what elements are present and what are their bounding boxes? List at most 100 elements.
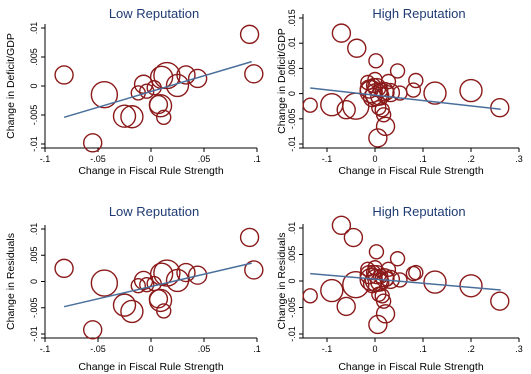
data-point-bubble	[342, 271, 370, 299]
y-tick-label: 0	[287, 278, 297, 283]
data-point-bubble	[423, 81, 447, 105]
x-tick-label: .1	[419, 154, 427, 164]
data-point-bubble	[405, 82, 422, 98]
data-point-bubble	[375, 304, 396, 324]
fitted-line	[310, 87, 501, 110]
data-point-bubble	[380, 73, 397, 90]
data-point-bubble	[370, 272, 390, 292]
x-tick-label: 0	[372, 154, 377, 164]
data-point-bubble	[392, 272, 408, 288]
data-point-bubble	[368, 244, 385, 260]
data-point-bubble	[139, 276, 155, 293]
x-tick-label: .3	[515, 154, 523, 164]
data-point-bubble	[130, 278, 146, 294]
x-tick-label: .1	[253, 344, 261, 354]
x-axis-label: Change in Fiscal Rule Strength	[338, 165, 483, 177]
data-point-bubble	[302, 288, 318, 304]
y-tick-label: .01	[29, 223, 39, 236]
fitted-line	[63, 60, 252, 119]
data-point-bubble	[389, 251, 406, 267]
data-point-bubble	[120, 105, 144, 129]
x-tick-label: .3	[515, 344, 523, 354]
data-point-bubble	[343, 227, 364, 248]
data-point-bubble	[54, 258, 74, 279]
x-axis-label: Change in Fiscal Rule Strength	[78, 361, 223, 373]
panel-low-reputation-residuals: Low Reputation Change in Fiscal Rule Str…	[5, 204, 264, 373]
y-tick-label: -.01	[29, 136, 39, 152]
data-point-bubble	[239, 227, 260, 248]
panel-high-reputation-residuals: High Reputation Change in Fiscal Rule St…	[276, 204, 523, 373]
data-point-bubble	[459, 78, 483, 103]
data-point-bubble	[380, 261, 397, 278]
y-tick-label: -.005	[29, 105, 39, 126]
y-tick-label: .005	[287, 60, 297, 78]
panel-title: High Reputation	[372, 204, 465, 219]
data-point-bubble	[331, 215, 352, 236]
data-point-bubble	[336, 296, 356, 317]
data-point-bubble	[302, 97, 318, 113]
y-axis-label: Change in Residuals	[5, 233, 17, 330]
data-point-bubble	[90, 269, 119, 297]
x-tick-label: .05	[198, 154, 211, 164]
y-axis-label: Change in Deficit/GDP	[5, 33, 17, 139]
data-point-bubble	[408, 72, 424, 89]
x-tick-label: .2	[467, 154, 475, 164]
data-point-bubble	[408, 264, 424, 281]
data-point-bubble	[90, 80, 119, 109]
y-tick-label: .01	[287, 222, 297, 235]
data-point-bubble	[336, 100, 356, 120]
y-tick-label: .015	[287, 9, 297, 27]
y-axis-label: Change in Deficit/GDP	[276, 28, 288, 134]
x-tick-label: .1	[419, 344, 427, 354]
x-tick-label: .05	[198, 344, 211, 354]
panel-title: Low Reputation	[109, 6, 199, 21]
x-axis-label: Change in Fiscal Rule Strength	[338, 361, 483, 373]
data-point-bubble	[148, 94, 173, 118]
data-point-bubble	[375, 107, 392, 123]
fitted-line	[310, 272, 501, 291]
data-point-bubble	[156, 109, 172, 126]
data-point-bubble	[112, 104, 137, 128]
data-point-bubble	[490, 291, 510, 311]
data-point-bubble	[375, 116, 396, 137]
y-axis-label: Change in Residuals	[276, 233, 288, 330]
y-tick-label: 0	[29, 279, 39, 284]
data-point-bubble	[368, 53, 384, 69]
x-tick-label: 0	[372, 344, 377, 354]
data-point-bubble	[120, 299, 144, 324]
data-point-bubble	[379, 84, 395, 101]
x-tick-label: -.1	[40, 154, 51, 164]
y-tick-label: -.01	[29, 326, 39, 342]
panel-title: High Reputation	[372, 6, 465, 21]
data-point-bubble	[176, 65, 196, 85]
data-point-bubble	[187, 265, 208, 285]
data-point-bubble	[239, 24, 260, 45]
data-point-bubble	[112, 293, 137, 317]
data-point-bubble	[368, 128, 388, 148]
x-tick-label: -.1	[322, 154, 333, 164]
data-point-bubble	[82, 320, 103, 340]
data-point-bubble	[459, 274, 483, 298]
data-point-bubble	[380, 82, 401, 103]
x-axis-label: Change in Fiscal Rule Strength	[78, 165, 223, 177]
y-tick-label: -.005	[287, 297, 297, 318]
y-tick-label: -.005	[29, 297, 39, 318]
data-point-bubble	[375, 293, 392, 309]
data-point-bubble	[148, 288, 173, 313]
data-point-bubble	[156, 303, 172, 319]
data-point-bubble	[176, 262, 196, 283]
panel-title: Low Reputation	[109, 204, 199, 219]
x-tick-label: -.05	[90, 344, 106, 354]
y-tick-label: -.005	[287, 109, 297, 130]
y-tick-label: .005	[29, 48, 39, 66]
data-point-bubble	[368, 314, 388, 335]
data-point-bubble	[347, 38, 367, 58]
panel-low-reputation-deficit: Low Reputation Change in Fiscal Rule Str…	[5, 6, 264, 177]
x-tick-label: .2	[467, 344, 475, 354]
x-tick-label: -.1	[40, 344, 51, 354]
y-tick-label: -.01	[287, 326, 297, 342]
x-tick-label: -.05	[90, 154, 106, 164]
y-tick-label: 0	[29, 83, 39, 88]
x-tick-label: .1	[253, 154, 261, 164]
y-tick-label: .01	[29, 22, 39, 35]
